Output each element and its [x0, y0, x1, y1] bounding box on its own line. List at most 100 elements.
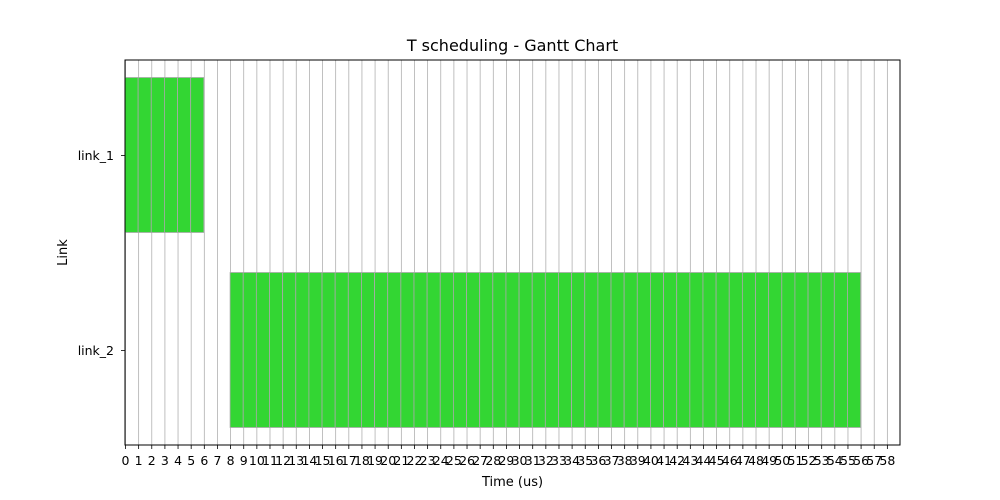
bar-segment-link_2-46 — [728, 272, 743, 428]
bar-segment-link_2-27 — [479, 272, 494, 428]
bar-segment-link_2-49 — [768, 272, 783, 428]
bar-segment-link_2-11 — [269, 272, 284, 428]
x-tick-label-48: 48 — [748, 453, 764, 468]
x-tick-label-53: 53 — [814, 453, 830, 468]
bar-segment-link_2-40 — [650, 272, 664, 428]
bar-segment-link_2-39 — [636, 272, 651, 428]
x-tick-label-46: 46 — [722, 453, 738, 468]
bar-segment-link_2-31 — [531, 272, 546, 428]
x-tick-label-12: 12 — [275, 453, 291, 468]
x-tick-label-15: 15 — [315, 453, 331, 468]
y-axis-ticks: link_1 link_2 — [78, 148, 125, 358]
bar-segment-link_2-23 — [426, 272, 441, 428]
x-tick-label-30: 30 — [512, 453, 528, 468]
bar-segment-link_1-5 — [190, 77, 205, 233]
bar-segment-link_2-16 — [334, 272, 349, 428]
x-tick-label-36: 36 — [590, 453, 606, 468]
bar-segment-link_2-44 — [702, 272, 717, 428]
bar-segment-link_2-45 — [715, 272, 730, 428]
bar-segment-link_2-50 — [781, 272, 796, 428]
x-tick-label-28: 28 — [485, 453, 501, 468]
bar-segment-link_2-21 — [400, 272, 415, 428]
x-tick-label-1: 1 — [135, 453, 143, 468]
x-tick-label-55: 55 — [840, 453, 856, 468]
bar-segment-link_2-34 — [571, 272, 586, 428]
x-tick-label-20: 20 — [380, 453, 396, 468]
bar-link_2 — [229, 272, 861, 428]
x-tick-label-52: 52 — [801, 453, 817, 468]
bar-segment-link_2-42 — [676, 272, 691, 428]
x-tick-label-26: 26 — [459, 453, 475, 468]
bar-segment-link_2-53 — [820, 272, 835, 428]
bar-segment-link_2-30 — [518, 272, 533, 428]
bars — [124, 77, 861, 428]
bar-segment-link_1-4 — [177, 77, 192, 233]
plot-frame — [124, 59, 901, 446]
x-tick-label-31: 31 — [525, 453, 541, 468]
bar-segment-link_2-19 — [374, 272, 389, 428]
x-tick-label-35: 35 — [577, 453, 593, 468]
x-tick-label-14: 14 — [301, 453, 317, 468]
x-tick-label-10: 10 — [249, 453, 265, 468]
bar-segment-link_2-29 — [505, 272, 520, 428]
bar-segment-link_2-35 — [584, 272, 599, 428]
x-tick-label-25: 25 — [446, 453, 462, 468]
bar-segment-link_2-14 — [308, 272, 323, 428]
x-tick-label-4: 4 — [174, 453, 182, 468]
x-tick-label-49: 49 — [761, 453, 777, 468]
x-axis-label: Time (us) — [481, 475, 543, 490]
x-tick-label-33: 33 — [551, 453, 567, 468]
bar-segment-link_1-2 — [150, 77, 165, 233]
bar-segment-link_2-33 — [558, 272, 573, 428]
bar-segment-link_2-13 — [295, 272, 310, 428]
x-tick-label-51: 51 — [787, 453, 803, 468]
x-tick-label-2: 2 — [148, 453, 156, 468]
x-tick-label-39: 39 — [630, 453, 646, 468]
bar-segment-link_2-37 — [610, 272, 625, 428]
bar-segment-link_2-18 — [361, 272, 375, 428]
bar-segment-link_2-20 — [387, 272, 402, 428]
bar-segment-link_2-54 — [833, 272, 848, 428]
x-tick-label-9: 9 — [240, 453, 248, 468]
x-tick-label-8: 8 — [227, 453, 235, 468]
bar-segment-link_2-24 — [439, 272, 454, 428]
x-tick-label-18: 18 — [354, 453, 370, 468]
x-tick-label-6: 6 — [200, 453, 208, 468]
x-tick-label-37: 37 — [604, 453, 620, 468]
chart-title: T scheduling - Gantt Chart — [406, 36, 618, 55]
bar-segment-link_2-9 — [242, 272, 257, 428]
x-tick-label-42: 42 — [669, 453, 685, 468]
bar-segment-link_2-52 — [807, 272, 822, 428]
x-tick-label-45: 45 — [709, 453, 725, 468]
bar-segment-link_2-55 — [847, 272, 861, 428]
bar-segment-link_2-28 — [492, 272, 507, 428]
x-tick-label-50: 50 — [774, 453, 790, 468]
x-tick-label-7: 7 — [213, 453, 221, 468]
x-tick-label-23: 23 — [420, 453, 436, 468]
x-tick-label-32: 32 — [538, 453, 554, 468]
bar-segment-link_2-12 — [282, 272, 297, 428]
bar-segment-link_1-1 — [137, 77, 152, 233]
bar-segment-link_2-22 — [413, 272, 428, 428]
y-tick-label-link_2: link_2 — [78, 343, 114, 358]
bar-segment-link_2-51 — [794, 272, 809, 428]
x-tick-label-27: 27 — [472, 453, 488, 468]
y-axis-label: Link — [56, 239, 71, 266]
x-tick-label-57: 57 — [866, 453, 882, 468]
x-tick-label-56: 56 — [853, 453, 869, 468]
bar-segment-link_2-17 — [347, 272, 362, 428]
bar-link_1 — [124, 77, 205, 233]
x-tick-label-54: 54 — [827, 453, 843, 468]
bar-segment-link_2-8 — [229, 272, 244, 428]
bar-segment-link_2-15 — [321, 272, 336, 428]
x-tick-label-41: 41 — [656, 453, 672, 468]
bar-segment-link_2-41 — [663, 272, 678, 428]
x-tick-label-34: 34 — [564, 453, 580, 468]
bar-segment-link_2-47 — [741, 272, 756, 428]
bar-segment-link_1-3 — [164, 77, 178, 233]
x-tick-label-16: 16 — [328, 453, 344, 468]
x-tick-label-21: 21 — [393, 453, 409, 468]
x-tick-label-13: 13 — [288, 453, 304, 468]
bar-segment-link_2-38 — [623, 272, 638, 428]
